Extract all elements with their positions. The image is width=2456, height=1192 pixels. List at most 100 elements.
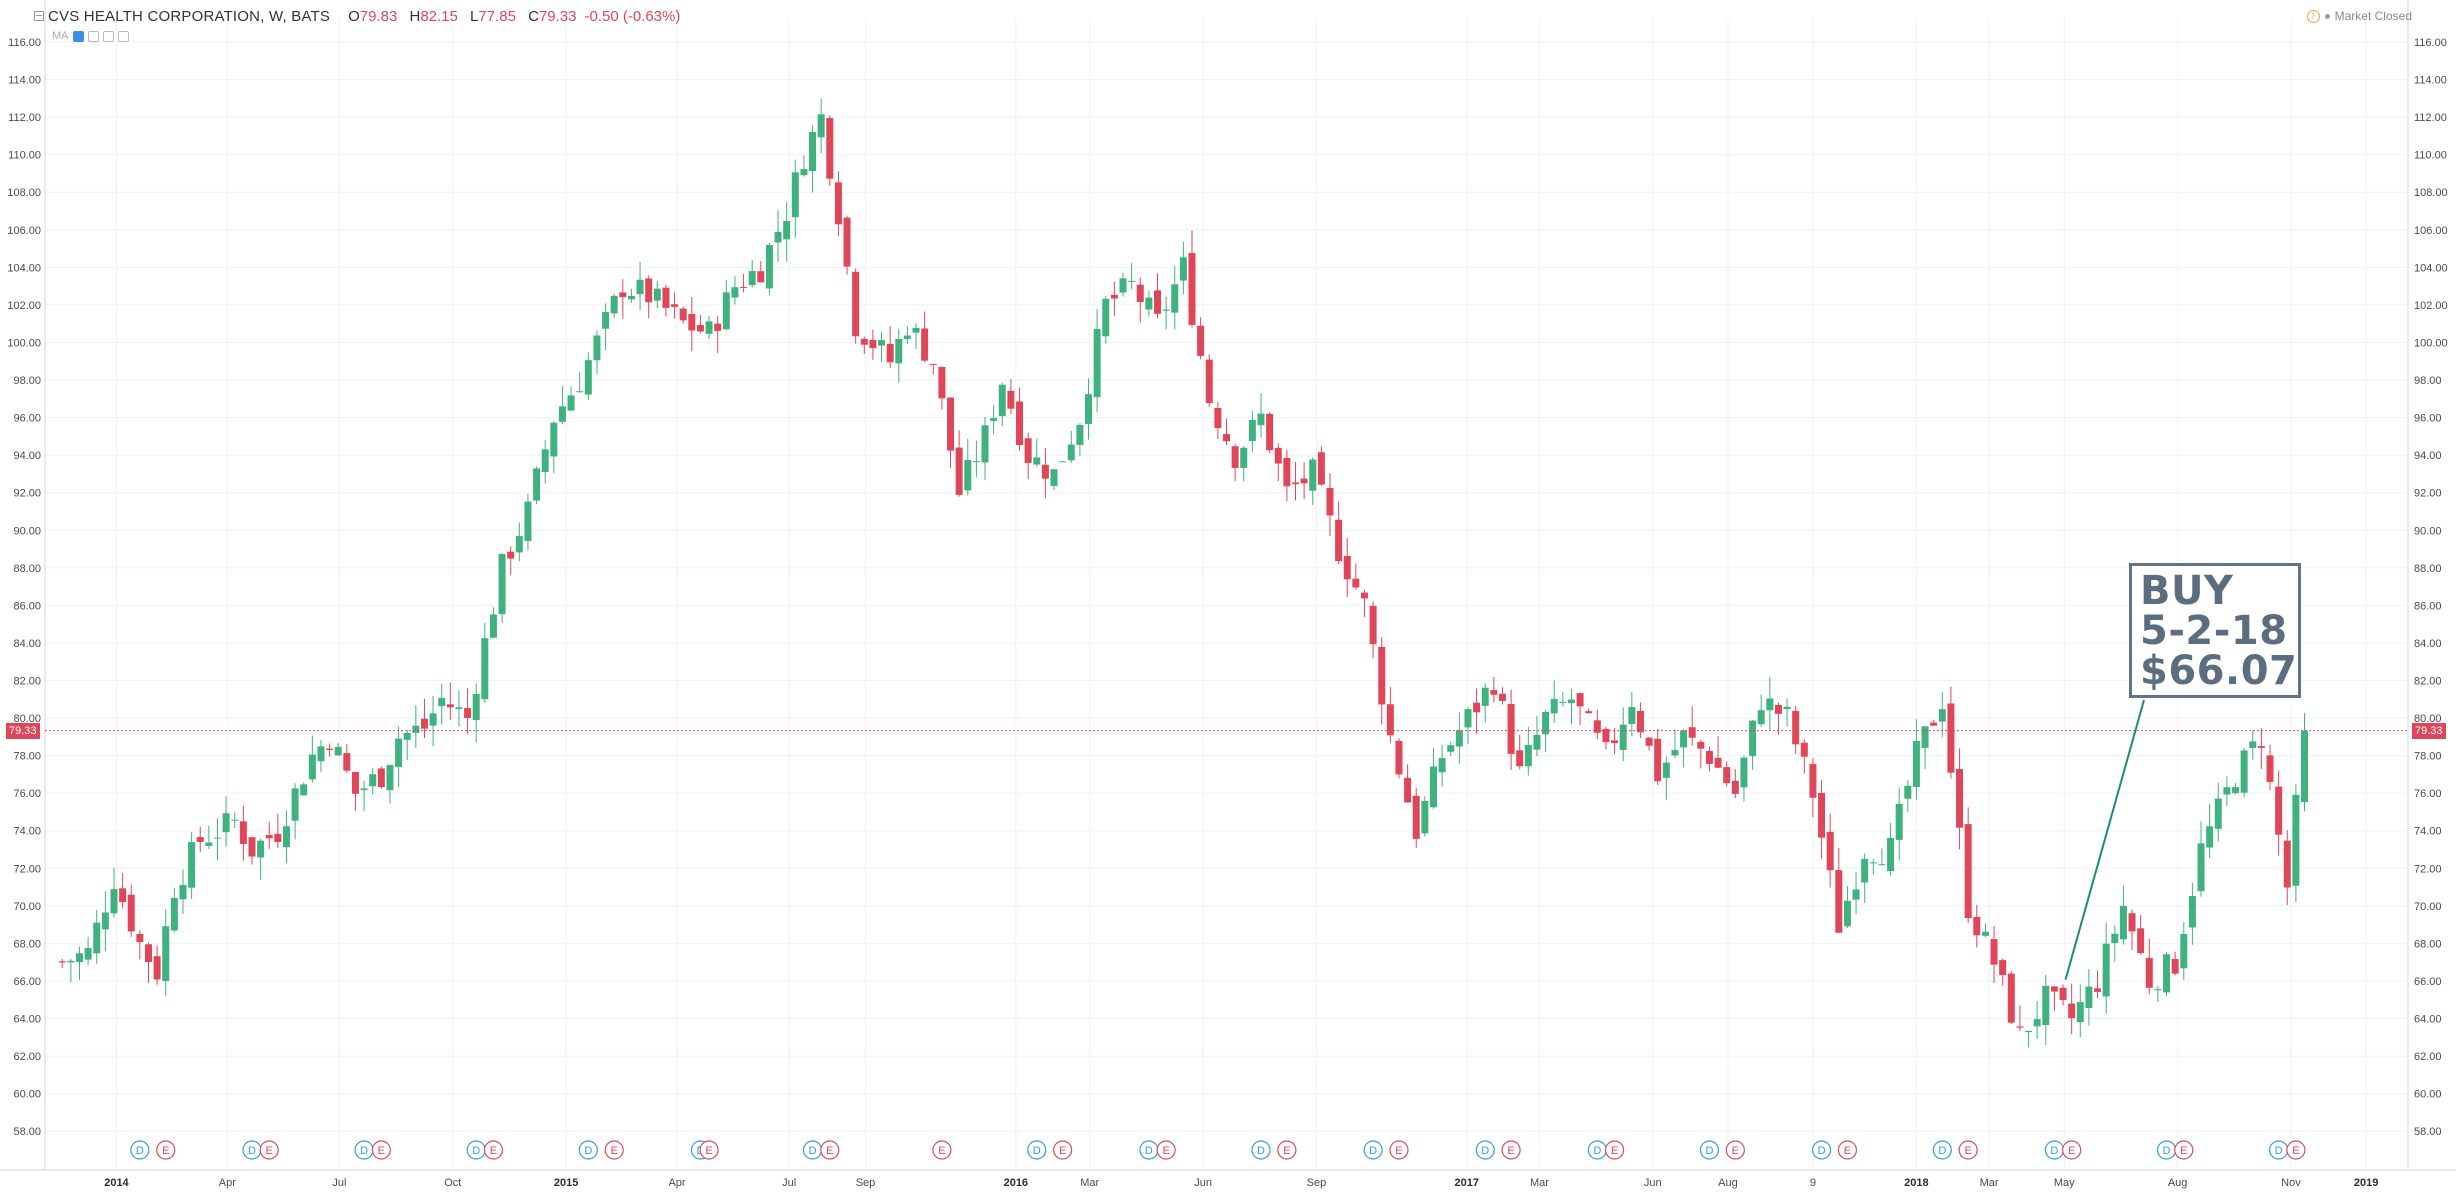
candle-body bbox=[282, 826, 290, 848]
dividend-marker-label: D bbox=[1145, 1145, 1153, 1157]
price-tick-label: 92.00 bbox=[2414, 488, 2442, 500]
earnings-marker-label: E bbox=[1732, 1145, 1739, 1157]
candle-body bbox=[860, 338, 868, 345]
candle-body bbox=[403, 732, 411, 740]
time-tick-label: Mar bbox=[1080, 1177, 1099, 1189]
candle-body bbox=[903, 335, 911, 340]
candle-body bbox=[274, 833, 282, 843]
price-tick-label: 68.00 bbox=[13, 938, 41, 950]
earnings-marker-label: E bbox=[1964, 1145, 1971, 1157]
candle-body bbox=[2128, 913, 2136, 932]
buy-annotation-box[interactable]: BUY 5-2-18 $66.07 bbox=[2129, 563, 2301, 698]
price-tick-label: 64.00 bbox=[2414, 1014, 2442, 1026]
earnings-marker bbox=[1277, 1140, 1297, 1160]
price-tick-label: 70.00 bbox=[13, 901, 41, 913]
candle-body bbox=[1102, 298, 1110, 337]
time-tick-label: Nov bbox=[2281, 1177, 2301, 1189]
candle-body bbox=[213, 837, 221, 839]
candle-body bbox=[1455, 730, 1463, 747]
candle-body bbox=[576, 391, 584, 393]
candle-body bbox=[1567, 699, 1575, 704]
candle-body bbox=[2154, 989, 2162, 991]
candle-body bbox=[1654, 738, 1662, 782]
time-tick-label: Jul bbox=[332, 1177, 346, 1189]
price-axis-left: 58.00 60.00 62.00 64.00 66.00 68.00 70.00 72.00… bbox=[7, 0, 46, 1170]
candle-body bbox=[377, 768, 385, 788]
candle-body bbox=[584, 360, 592, 395]
price-tick-label: 96.00 bbox=[13, 413, 41, 425]
price-change: -0.50 (-0.63%) bbox=[584, 8, 681, 25]
eye-icon[interactable] bbox=[72, 30, 84, 42]
dividend-marker bbox=[1027, 1140, 1047, 1160]
price-tick-label: 102.00 bbox=[7, 300, 41, 312]
candle-body bbox=[834, 182, 842, 225]
candle-body bbox=[110, 889, 118, 914]
high-value: 82.15 bbox=[420, 8, 458, 25]
price-tick-label: 106.00 bbox=[7, 225, 41, 237]
candle-body bbox=[1516, 750, 1524, 767]
candle-body bbox=[464, 708, 472, 719]
time-tick-label: Mar bbox=[1980, 1177, 1999, 1189]
earnings-marker bbox=[1156, 1140, 1176, 1160]
candle-body bbox=[2171, 958, 2179, 974]
candle-body bbox=[2025, 1030, 2033, 1033]
candle-body bbox=[455, 707, 463, 709]
candle-body bbox=[1352, 578, 1360, 588]
earnings-marker-label: E bbox=[2180, 1145, 2187, 1157]
candle-body bbox=[2223, 787, 2231, 795]
dividend-marker-label: D bbox=[1033, 1145, 1041, 1157]
candle-body bbox=[1585, 711, 1593, 714]
time-tick-label: Apr bbox=[219, 1177, 236, 1189]
event-markers[interactable]: DEDEDEDEDEDEDEEDEDEDEDEDEDEDEDEDEDEDEDE bbox=[130, 1140, 2306, 1160]
price-tick-label: 86.00 bbox=[13, 600, 41, 612]
candle-body bbox=[2197, 843, 2205, 892]
candle-body bbox=[2163, 954, 2171, 993]
candle-body bbox=[1050, 469, 1058, 487]
collapse-legend-button[interactable] bbox=[34, 11, 44, 21]
candle-body bbox=[1740, 757, 1748, 788]
ma-indicator-label[interactable]: MA bbox=[52, 30, 69, 42]
candle-body bbox=[1559, 701, 1567, 703]
dividend-marker-label: D bbox=[2275, 1145, 2283, 1157]
candle-body bbox=[533, 468, 541, 501]
candle-body bbox=[1429, 766, 1437, 808]
earnings-marker-label: E bbox=[611, 1145, 618, 1157]
candle-body bbox=[1231, 446, 1239, 469]
candle-body bbox=[1887, 837, 1895, 872]
candle-body bbox=[1697, 741, 1705, 749]
candle-body bbox=[1240, 447, 1248, 468]
candle-body bbox=[1110, 294, 1118, 299]
candle-body bbox=[1723, 767, 1731, 784]
warning-icon[interactable]: ! bbox=[2306, 9, 2320, 23]
symbol-title[interactable]: CVS HEALTH CORPORATION, W, BATS bbox=[48, 8, 331, 25]
candle-body bbox=[1188, 252, 1196, 325]
candle-body bbox=[1007, 390, 1015, 409]
candle-body bbox=[515, 536, 523, 553]
price-tick-label: 94.00 bbox=[13, 450, 41, 462]
time-tick-label: Apr bbox=[668, 1177, 685, 1189]
price-tick-label: 80.00 bbox=[2414, 713, 2442, 725]
candle-body bbox=[947, 397, 955, 451]
dividend-marker-label: D bbox=[136, 1145, 144, 1157]
settings-icon[interactable] bbox=[87, 30, 99, 42]
time-tick-label: 2015 bbox=[554, 1177, 578, 1189]
candle-body bbox=[1671, 750, 1679, 756]
candle-body bbox=[1895, 803, 1903, 840]
candle-body bbox=[1524, 744, 1532, 767]
earnings-marker bbox=[483, 1140, 504, 1160]
candle-body bbox=[1930, 722, 1938, 726]
candle-body bbox=[1464, 709, 1472, 728]
dividend-marker bbox=[1699, 1140, 1720, 1160]
candle-body bbox=[438, 697, 446, 707]
candle-body bbox=[1542, 711, 1550, 735]
candle-body bbox=[1266, 413, 1274, 451]
close-icon[interactable] bbox=[117, 30, 129, 42]
price-tick-label: 110.00 bbox=[8, 150, 41, 162]
dividend-marker-label: D bbox=[1481, 1145, 1489, 1157]
more-icon[interactable] bbox=[102, 30, 114, 42]
grid bbox=[45, 18, 2408, 1170]
candle-body bbox=[1179, 257, 1187, 281]
candle-body bbox=[981, 425, 989, 463]
candle-body bbox=[1205, 359, 1213, 404]
